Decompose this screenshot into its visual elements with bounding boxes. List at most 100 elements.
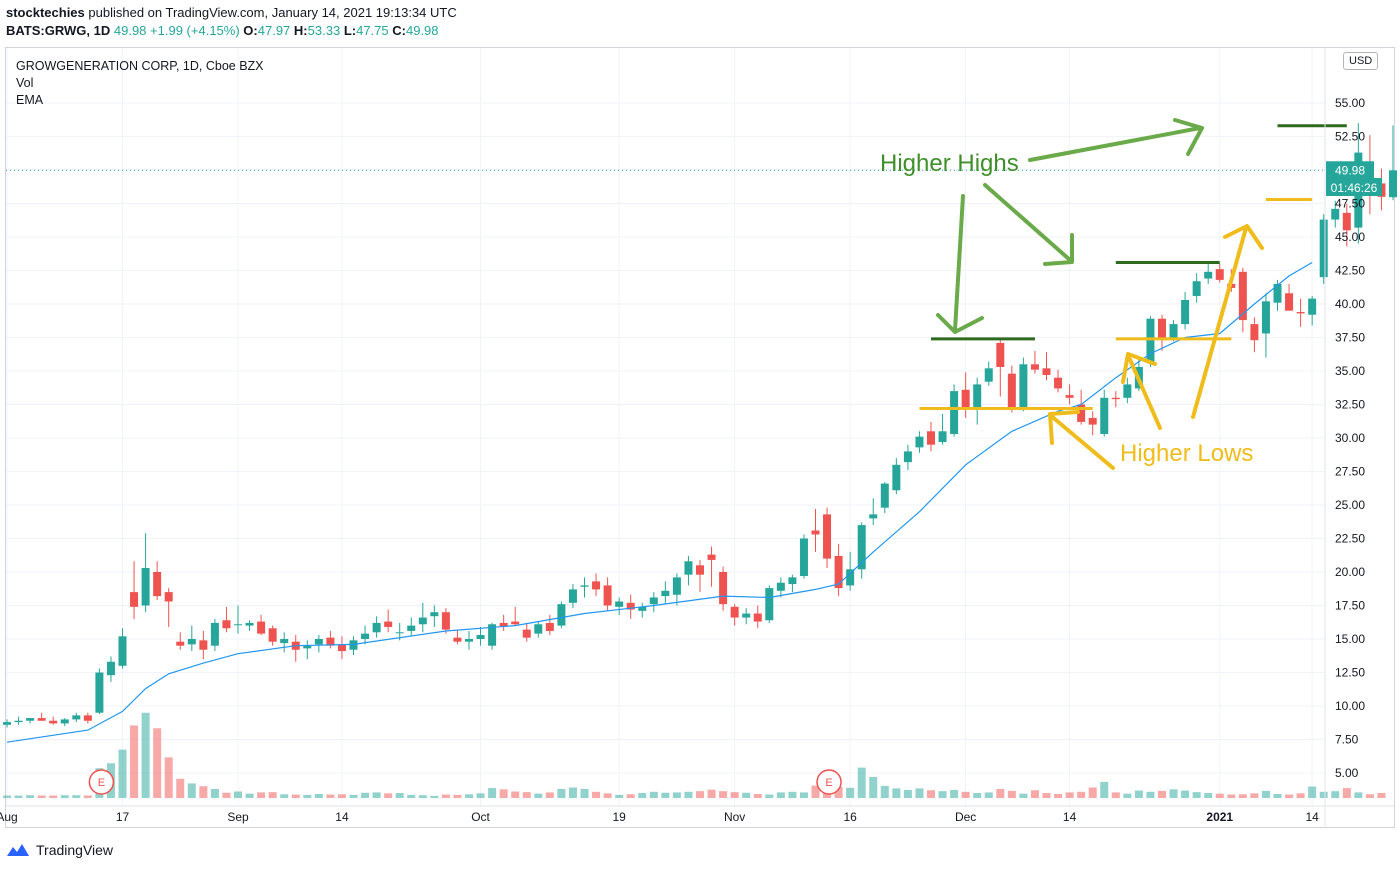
price-tick-label: 20.00 xyxy=(1335,565,1365,579)
price-tick-label: 25.00 xyxy=(1335,498,1365,512)
candle-body xyxy=(1215,269,1224,280)
volume-bar xyxy=(834,786,843,798)
earnings-marker-icon[interactable]: E xyxy=(88,769,115,795)
candle-body xyxy=(280,639,289,644)
volume-bar xyxy=(3,795,11,798)
volume-bar xyxy=(1250,793,1259,798)
volume-bar xyxy=(788,791,797,798)
candle-body xyxy=(1296,312,1305,314)
candle-body xyxy=(638,606,647,611)
volume-bar xyxy=(14,795,23,798)
time-tick-label: Aug xyxy=(0,810,18,824)
volume-bar xyxy=(1273,793,1282,798)
volume-bar xyxy=(1308,786,1317,798)
volume-bar xyxy=(765,794,774,798)
volume-bar xyxy=(1042,793,1051,798)
candle-body xyxy=(1065,395,1074,398)
candle-body xyxy=(776,582,785,591)
volume-bar xyxy=(950,789,959,798)
candle-body xyxy=(1111,397,1120,400)
volume-bar xyxy=(776,792,785,798)
time-axis[interactable]: Aug 17 Sep 14 Oct 19 Nov 16 Dec 14 2021 14 xyxy=(0,810,1319,824)
volume-bar xyxy=(1181,790,1190,798)
volume-bar xyxy=(1238,794,1247,798)
candle-body xyxy=(626,602,635,610)
candle-body xyxy=(511,621,520,625)
footer-brand[interactable]: TradingView xyxy=(36,842,114,858)
arrow-to-second-high xyxy=(983,183,1072,262)
candle-body xyxy=(326,637,335,646)
candle-body xyxy=(1250,324,1259,341)
price-tick-label: 15.00 xyxy=(1335,632,1365,646)
candle-body xyxy=(407,625,416,631)
candle-body xyxy=(176,641,185,646)
candle-body xyxy=(1077,404,1086,422)
volume-bar xyxy=(638,793,647,798)
price-tick-label: 55.00 xyxy=(1335,96,1365,110)
volume-bar xyxy=(1192,792,1201,798)
volume-bar xyxy=(1342,788,1351,798)
candle-body xyxy=(1285,293,1294,311)
volume-bar xyxy=(153,728,162,798)
volume-bar xyxy=(418,795,427,798)
ema-line xyxy=(6,261,1313,743)
volume-bar xyxy=(1296,793,1305,798)
volume-bar xyxy=(1100,781,1109,798)
arrow-head-first-low xyxy=(1048,410,1080,445)
candle-body xyxy=(106,661,115,676)
earnings-marker-icon[interactable]: E xyxy=(816,769,842,795)
higher-lows-label: Higher Lows xyxy=(1120,440,1253,467)
price-tick-label: 30.00 xyxy=(1335,431,1365,445)
arrow-head-second-low xyxy=(1121,352,1157,384)
volume-bar xyxy=(465,794,473,798)
price-tick-label: 7.50 xyxy=(1335,733,1359,747)
candle-body xyxy=(765,588,774,621)
currency-button[interactable]: USD xyxy=(1343,52,1379,70)
volume-bar xyxy=(1123,793,1132,798)
volume-bar xyxy=(72,795,81,798)
candle-body xyxy=(545,622,554,631)
volume-bar xyxy=(615,794,624,798)
candle-body xyxy=(938,431,947,443)
earnings-marker-label: E xyxy=(825,777,832,789)
price-tick-label: 12.50 xyxy=(1335,666,1365,680)
price-tick-label: 10.00 xyxy=(1335,699,1365,713)
legend-title: GROWGENERATION CORP, 1D, Cboe BZX xyxy=(16,59,264,73)
volume-bar xyxy=(534,793,543,798)
candle-body xyxy=(95,672,104,713)
price-tick-label: 45.00 xyxy=(1335,230,1365,244)
price-axis[interactable]: 55.0052.5050.0047.5045.0042.5040.0037.50… xyxy=(1335,96,1365,780)
candle-body xyxy=(1192,281,1201,296)
volume-bar xyxy=(1054,793,1063,798)
candle-body xyxy=(973,384,982,408)
candle-body xyxy=(3,722,11,725)
candle-body xyxy=(337,644,346,652)
candle-body xyxy=(603,585,612,606)
volume-bar xyxy=(626,794,635,798)
candle-body xyxy=(811,530,820,535)
time-tick-label: 16 xyxy=(843,810,857,824)
volume-bar xyxy=(453,794,462,798)
candle-body xyxy=(1146,318,1155,363)
volume-bar xyxy=(257,792,266,798)
price-tick-label: 27.50 xyxy=(1335,465,1365,479)
price-tick-label: 52.50 xyxy=(1335,130,1365,144)
volume-bar xyxy=(210,789,219,798)
volume-bar xyxy=(83,795,92,798)
volume-bar xyxy=(545,792,554,798)
tradingview-logo-icon[interactable] xyxy=(6,842,30,858)
candle-body xyxy=(996,342,1005,367)
support-resistance-lines xyxy=(919,124,1347,411)
candle-body xyxy=(1169,324,1178,338)
candle-body xyxy=(846,569,855,586)
legend-vol[interactable]: Vol xyxy=(16,76,33,90)
time-tick-label: 14 xyxy=(335,810,349,824)
candle-body xyxy=(1030,364,1039,370)
chart-header: stocktechies published on TradingView.co… xyxy=(6,4,457,40)
change-value: +1.99 (+4.15%) xyxy=(150,23,240,38)
candle-body xyxy=(257,621,266,634)
volume-bar xyxy=(1377,793,1386,798)
legend-ema[interactable]: EMA xyxy=(16,93,44,107)
publisher-name[interactable]: stocktechies xyxy=(6,5,85,20)
